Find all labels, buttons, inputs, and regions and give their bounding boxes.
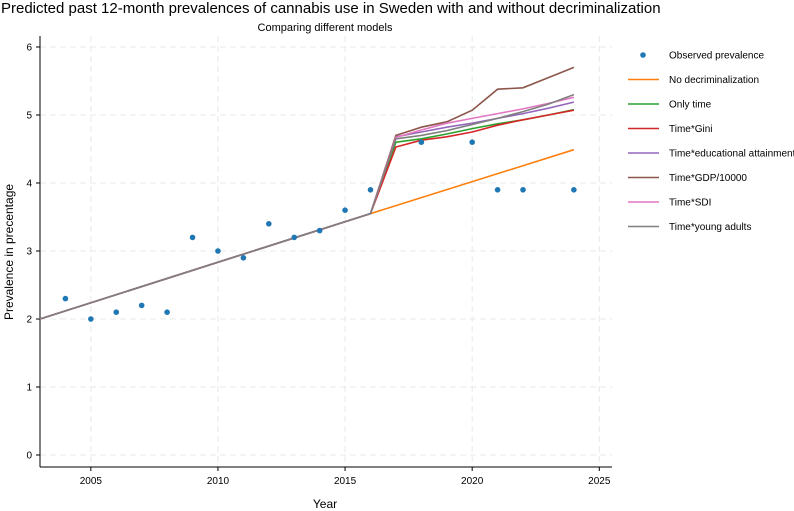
observed-point-0 (62, 295, 69, 302)
observed-point-8 (266, 221, 272, 227)
legend-label-0: No decriminalization (669, 75, 759, 86)
legend-label-4: Time*GDP/10000 (669, 173, 747, 184)
x-tick-label: 2015 (334, 476, 357, 487)
observed-point-16 (520, 187, 526, 193)
x-axis-title: Year (313, 497, 337, 511)
legend-marker-observed (640, 52, 646, 58)
y-tick-label: 1 (26, 383, 32, 394)
observed-points (62, 139, 577, 322)
observed-point-4 (164, 309, 170, 316)
y-tick-label: 3 (26, 247, 32, 258)
observed-point-17 (571, 187, 577, 193)
chart-title: Predicted past 12-month prevalences of c… (1, 0, 661, 17)
grid (40, 36, 612, 467)
series-line-3 (39, 101, 575, 320)
observed-point-1 (88, 316, 94, 322)
legend-label-1: Only time (669, 100, 712, 111)
series-line-6 (39, 93, 575, 320)
legend-label-5: Time*SDI (669, 198, 711, 209)
y-axis-title: Prevalence in precentage (2, 184, 16, 320)
observed-point-5 (189, 234, 196, 241)
observed-point-10 (316, 227, 323, 234)
observed-point-13 (418, 139, 425, 145)
observed-point-6 (215, 248, 221, 254)
y-tick-label: 6 (26, 43, 32, 54)
x-tick-label: 2005 (80, 476, 103, 487)
series-line-4 (39, 66, 575, 320)
x-tick-label: 2025 (588, 476, 611, 487)
x-tick-label: 2010 (207, 476, 230, 487)
legend-label-3: Time*educational attainment (669, 149, 794, 160)
series-lines (39, 66, 575, 320)
y-tick-label: 2 (26, 315, 32, 326)
observed-point-15 (494, 187, 501, 193)
series-line-1 (39, 108, 575, 320)
x-tick-label: 2020 (461, 476, 484, 487)
observed-point-12 (367, 187, 374, 193)
observed-point-2 (113, 309, 120, 316)
observed-point-3 (138, 302, 145, 309)
legend-label-2: Time*Gini (669, 124, 713, 135)
observed-point-9 (291, 234, 298, 241)
y-tick-label: 4 (26, 179, 32, 190)
series-line-5 (39, 96, 575, 320)
ticks: 2005 2010 2015 2020 2025 0 1 2 3 4 5 6 (26, 43, 610, 488)
observed-point-14 (469, 139, 475, 145)
y-tick-label: 0 (26, 451, 32, 462)
legend-label-observed: Observed prevalence (669, 51, 764, 62)
chart-subtitle: Comparing different models (258, 22, 393, 34)
legend: Observed prevalence No decriminalization O… (628, 51, 794, 233)
y-tick-label: 5 (26, 111, 32, 122)
observed-point-7 (240, 254, 247, 261)
observed-point-11 (342, 207, 348, 213)
legend-label-6: Time*young adults (669, 222, 751, 233)
series-line-2 (39, 109, 575, 320)
